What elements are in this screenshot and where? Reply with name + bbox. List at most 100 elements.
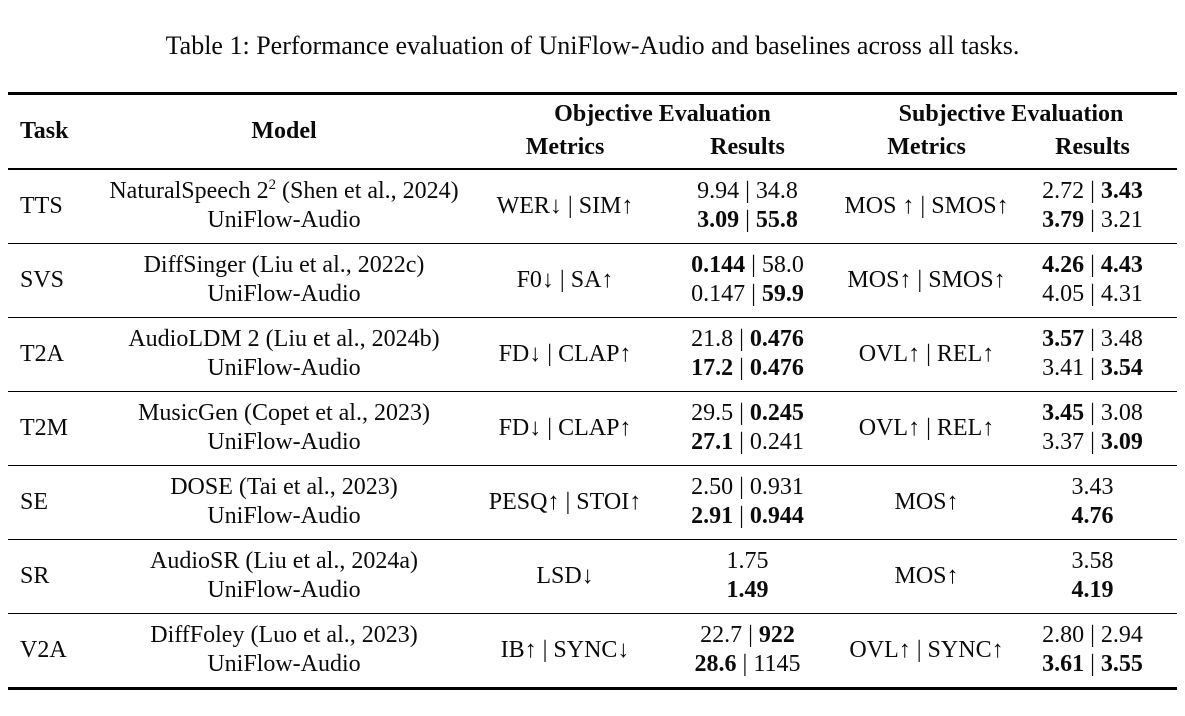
objective-results-cell: 21.8 | 0.476 17.2 | 0.476 (650, 325, 845, 383)
result-value: 3.43 (1071, 474, 1114, 500)
pipe-separator: | (1090, 400, 1095, 426)
model-cell: AudioSR (Liu et al., 2024a) UniFlow-Audio (88, 547, 480, 605)
pipe-separator: | (1090, 355, 1095, 381)
table-row: T2A AudioLDM 2 (Liu et al., 2024b) UniFlow… (8, 318, 1177, 392)
results-line: 2.91 | 0.944 (691, 502, 804, 531)
task-cell: V2A (20, 636, 67, 663)
model-cell: DiffSinger (Liu et al., 2022c) UniFlow-Au… (88, 251, 480, 309)
model-text: UniFlow-Audio (207, 281, 361, 307)
result-value: 22.7 (700, 622, 743, 648)
result-value: 3.41 (1042, 355, 1085, 381)
subjective-results-cell: 2.80 | 2.94 3.61 | 3.55 (1008, 621, 1177, 679)
task-cell: T2A (20, 340, 64, 367)
pipe-separator: | (1090, 326, 1095, 352)
result-value: 922 (758, 622, 795, 648)
results-line: 2.50 | 0.931 (691, 473, 804, 502)
table-row: T2M MusicGen (Copet et al., 2023) UniFlow-… (8, 392, 1177, 466)
results-line: 17.2 | 0.476 (691, 354, 804, 383)
model-line: UniFlow-Audio (207, 428, 360, 457)
pipe-separator: | (1090, 651, 1095, 677)
column-header-objective-metrics: Metrics (525, 133, 605, 160)
task-cell: SE (20, 488, 49, 515)
pipe-separator: | (739, 429, 744, 455)
subjective-results-cell: 3.43 4.76 (1008, 473, 1177, 531)
pipe-separator: | (739, 400, 744, 426)
results-line: 2.80 | 2.94 (1042, 621, 1143, 650)
table-header: Task Model Objective Evaluation Subjecti… (8, 95, 1177, 170)
results-line: 3.43 (1072, 473, 1114, 502)
column-group-objective-evaluation: Objective Evaluation (554, 100, 771, 127)
table-row: SR AudioSR (Liu et al., 2024a) UniFlow-Aud… (8, 540, 1177, 614)
results-line: 22.7 | 922 (700, 621, 795, 650)
objective-metrics-cell: WER↓ | SIM↑ (496, 192, 634, 219)
results-line: 4.76 (1072, 502, 1114, 531)
model-line: UniFlow-Audio (207, 354, 360, 383)
result-value: 3.48 (1100, 326, 1143, 352)
footnote-marker: 2 (268, 177, 277, 193)
result-value: 0.944 (749, 503, 804, 529)
objective-metrics-cell: FD↓ | CLAP↑ (498, 414, 632, 441)
model-text: AudioSR (Liu et al., 2024a) (150, 548, 418, 574)
model-cell: AudioLDM 2 (Liu et al., 2024b) UniFlow-Au… (88, 325, 480, 383)
pipe-separator: | (1090, 178, 1095, 204)
model-text: DiffSinger (Liu et al., 2022c) (143, 252, 425, 278)
model-text: UniFlow-Audio (207, 207, 361, 233)
result-value: 0.245 (749, 400, 804, 426)
result-value: 2.72 (1042, 178, 1085, 204)
result-value: 55.8 (755, 207, 798, 233)
model-cell: MusicGen (Copet et al., 2023) UniFlow-Aud… (88, 399, 480, 457)
subjective-results-cell: 2.72 | 3.43 3.79 | 3.21 (1008, 177, 1177, 235)
result-value: 4.76 (1071, 503, 1114, 529)
table-row: SVS DiffSinger (Liu et al., 2022c) UniFlow… (8, 244, 1177, 318)
model-text: UniFlow-Audio (207, 651, 361, 677)
result-value: 4.26 (1042, 252, 1085, 278)
results-line: 3.09 | 55.8 (697, 206, 798, 235)
result-value: 3.09 (697, 207, 740, 233)
objective-results-cell: 2.50 | 0.931 2.91 | 0.944 (650, 473, 845, 531)
model-line: UniFlow-Audio (207, 280, 360, 309)
result-value: 1145 (753, 651, 801, 677)
results-line: 1.49 (727, 576, 769, 605)
model-text: DiffFoley (Luo et al., 2023) (150, 622, 418, 648)
results-line: 0.147 | 59.9 (691, 280, 804, 309)
subjective-metrics-cell: MOS↑ (894, 488, 959, 515)
subjective-metrics-cell: MOS↑ | SMOS↑ (847, 266, 1006, 293)
result-value: 0.241 (749, 429, 804, 455)
model-cell: NaturalSpeech 22 (Shen et al., 2024) UniF… (88, 177, 480, 235)
results-line: 9.94 | 34.8 (697, 177, 798, 206)
pipe-separator: | (1090, 622, 1095, 648)
pipe-separator: | (1090, 252, 1095, 278)
pipe-separator: | (742, 651, 748, 677)
results-line: 3.45 | 3.08 (1042, 399, 1143, 428)
result-value: 3.21 (1100, 207, 1143, 233)
objective-metrics-cell: PESQ↑ | STOI↑ (488, 488, 642, 515)
result-value: 3.57 (1042, 326, 1085, 352)
results-line: 27.1 | 0.241 (691, 428, 804, 457)
column-group-subjective-evaluation: Subjective Evaluation (898, 100, 1124, 127)
table-caption: Table 1: Performance evaluation of UniFl… (165, 31, 1020, 60)
result-value: 4.05 (1042, 281, 1085, 307)
model-text: UniFlow-Audio (207, 503, 361, 529)
model-line: AudioLDM 2 (Liu et al., 2024b) (128, 325, 439, 354)
result-value: 59.9 (761, 281, 804, 307)
column-header-model: Model (251, 117, 317, 144)
subjective-metrics-cell: OVL↑ | REL↑ (858, 340, 995, 367)
results-line: 3.79 | 3.21 (1042, 206, 1143, 235)
objective-results-cell: 0.144 | 58.0 0.147 | 59.9 (650, 251, 845, 309)
result-value: 0.147 (691, 281, 746, 307)
model-cell: DiffFoley (Luo et al., 2023) UniFlow-Audi… (88, 621, 480, 679)
result-value: 3.79 (1042, 207, 1085, 233)
pipe-separator: | (751, 252, 756, 278)
results-line: 3.41 | 3.54 (1042, 354, 1143, 383)
results-line: 29.5 | 0.245 (691, 399, 804, 428)
model-line: NaturalSpeech 22 (Shen et al., 2024) (109, 177, 458, 206)
model-text: DOSE (Tai et al., 2023) (170, 474, 398, 500)
pipe-separator: | (1090, 207, 1095, 233)
model-text: MusicGen (Copet et al., 2023) (138, 400, 430, 426)
result-value: 3.58 (1071, 548, 1114, 574)
results-line: 4.26 | 4.43 (1042, 251, 1143, 280)
results-line: 3.57 | 3.48 (1042, 325, 1143, 354)
model-line: UniFlow-Audio (207, 650, 360, 679)
result-value: 2.50 (691, 474, 734, 500)
result-value: 17.2 (691, 355, 734, 381)
